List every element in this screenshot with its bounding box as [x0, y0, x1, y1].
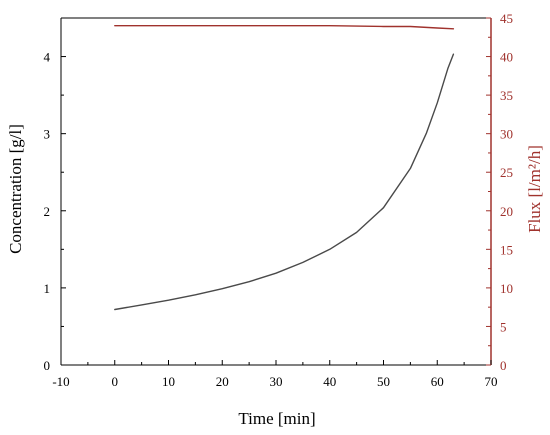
y-tick-label: 1 — [44, 281, 51, 296]
y2-tick-label: 5 — [500, 319, 507, 334]
y-axis-flux: 0 5 10 15 20 25 30 35 40 45 — [486, 11, 513, 373]
y2-tick-label: 40 — [500, 50, 513, 65]
y2-tick-label: 20 — [500, 204, 513, 219]
y-axis-concentration: 0 1 2 3 4 — [44, 50, 66, 373]
y-tick-label: 2 — [44, 204, 51, 219]
x-tick-label: 60 — [431, 374, 444, 389]
y2-tick-label: 45 — [500, 11, 513, 26]
x-axis: -10 0 10 20 30 40 50 60 70 — [52, 360, 498, 389]
y2-tick-label: 30 — [500, 127, 513, 142]
y2-tick-label: 35 — [500, 88, 513, 103]
y-tick-label: 4 — [44, 50, 51, 65]
x-tick-label: 30 — [270, 374, 283, 389]
concentration-series-line — [114, 53, 455, 311]
y2-tick-label: 0 — [500, 358, 507, 373]
y2-tick-label: 15 — [500, 242, 513, 257]
x-tick-label: 50 — [377, 374, 390, 389]
y-tick-label: 3 — [44, 127, 51, 142]
y2-axis-title: Flux [l/m²/h] — [525, 145, 544, 233]
x-tick-label: 40 — [323, 374, 336, 389]
x-axis-title: Time [min] — [238, 409, 315, 428]
x-tick-label: -10 — [52, 374, 69, 389]
flux-series-line — [114, 25, 455, 30]
y-tick-label: 0 — [44, 358, 51, 373]
x-tick-label: 0 — [112, 374, 119, 389]
x-tick-label: 10 — [162, 374, 175, 389]
series-layer — [114, 25, 455, 311]
x-tick-label: 70 — [485, 374, 498, 389]
y2-tick-label: 25 — [500, 165, 513, 180]
y2-tick-label: 10 — [500, 281, 513, 296]
x-tick-label: 20 — [216, 374, 229, 389]
y-axis-title: Concentration [g/l] — [6, 124, 25, 254]
plot-frame — [60, 17, 492, 366]
